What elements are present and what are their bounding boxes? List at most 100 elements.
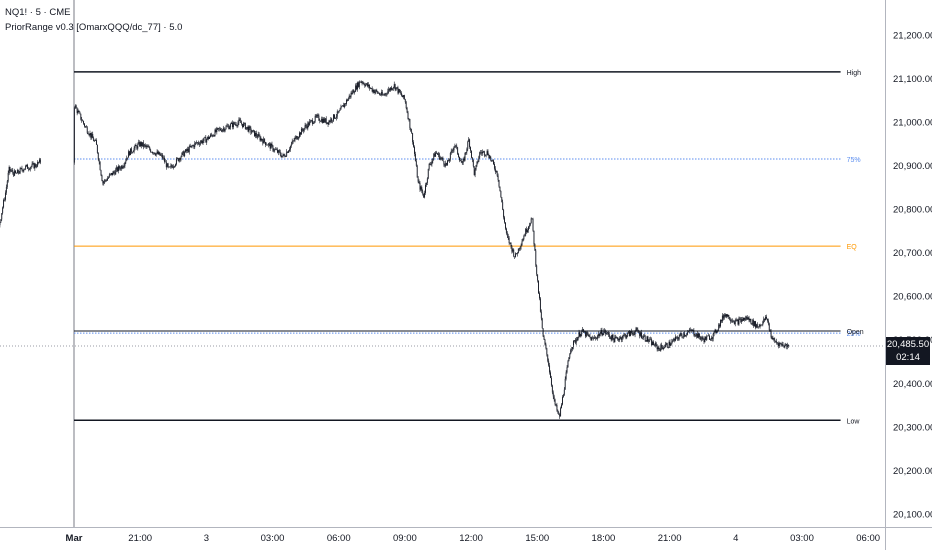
candle-body	[589, 336, 591, 338]
candle-body	[272, 145, 274, 151]
candle-body	[28, 169, 30, 170]
level-label: 75%	[847, 157, 861, 164]
time-tick-label: Mar	[66, 533, 83, 544]
candle-body	[96, 144, 98, 153]
candle-body	[186, 149, 187, 152]
candle-body	[39, 159, 41, 163]
candle-body	[381, 91, 383, 95]
candle-body	[509, 242, 511, 244]
price-axis[interactable]: 21,200.00 21,100.00 21,000.00 20,900.00 20,8…	[893, 30, 932, 520]
candle-body	[305, 125, 307, 127]
candle-body	[603, 331, 605, 335]
candle-body	[703, 339, 705, 342]
candle-body	[180, 156, 182, 160]
candle-body	[700, 338, 702, 340]
candle-body	[690, 330, 692, 332]
candle-body	[469, 139, 471, 148]
candle-body	[114, 172, 116, 175]
candle-body	[547, 354, 549, 361]
candle-body	[242, 123, 244, 128]
candle-body	[543, 336, 545, 340]
time-tick-label: 21:00	[658, 533, 682, 544]
candle-body	[38, 161, 39, 163]
time-axis[interactable]: 15:00Mar21:00303:0006:0009:0012:0015:001…	[0, 533, 881, 544]
candle-body	[298, 136, 300, 139]
level-label: EQ	[847, 244, 858, 251]
candle-body	[300, 128, 302, 135]
candle-body	[695, 335, 697, 337]
candle-body	[527, 230, 528, 233]
price-tick-label: 20,300.00	[893, 422, 932, 433]
candle-body	[207, 136, 209, 140]
candle-body	[532, 218, 534, 231]
candle-body	[343, 105, 345, 108]
candle-body	[284, 155, 286, 157]
candle-body	[17, 170, 19, 173]
candle-body	[770, 331, 772, 338]
candle-body	[100, 170, 102, 176]
candle-body	[83, 120, 85, 124]
candle-body	[686, 334, 687, 336]
candle-body	[289, 145, 291, 150]
candle-body	[342, 105, 344, 107]
candle-body	[178, 158, 180, 162]
candle-body	[411, 131, 413, 134]
symbol-title[interactable]: NQ1! · 5 · CME	[5, 7, 71, 18]
candle-body	[454, 145, 456, 147]
candle-body	[271, 143, 273, 146]
candle-body	[283, 154, 285, 156]
candle-body	[95, 140, 97, 145]
candle-body	[403, 95, 405, 100]
candle-body	[161, 154, 163, 156]
candle-body	[417, 177, 419, 182]
candle-body	[668, 341, 670, 348]
candle-body	[316, 115, 318, 117]
candle-body	[209, 136, 210, 139]
candle-body	[367, 83, 369, 87]
candle-body	[233, 122, 235, 125]
candle-body	[610, 337, 612, 340]
candle-body	[740, 318, 742, 322]
candle-body	[706, 336, 708, 340]
candle-body	[145, 145, 147, 147]
candle-body	[556, 404, 558, 411]
candle-body	[436, 152, 437, 154]
candle-body	[636, 328, 638, 330]
level-label: Open	[847, 329, 864, 336]
candle-body	[584, 331, 586, 337]
candle-body	[406, 108, 408, 113]
candle-body	[273, 150, 275, 152]
candle-body	[550, 372, 551, 378]
candle-body	[573, 340, 574, 348]
candle-body	[779, 342, 781, 344]
candle-body	[435, 152, 437, 157]
candle-body	[25, 165, 27, 169]
candle-body	[691, 329, 693, 332]
candle-body	[772, 338, 774, 340]
candle-body	[36, 166, 38, 168]
candle-body	[533, 230, 535, 245]
candle-body	[738, 318, 740, 325]
price-tick-label: 20,100.00	[893, 509, 932, 520]
candle-body	[248, 126, 250, 132]
candle-body	[727, 314, 729, 317]
candle-body	[788, 345, 790, 347]
candle-body	[165, 161, 167, 168]
candle-body	[400, 92, 402, 94]
candle-body	[295, 136, 297, 138]
candle-body	[351, 92, 353, 94]
candle-body	[704, 336, 706, 342]
indicator-title[interactable]: PriorRange v0.3 [OmarxQQQ/dc_77] · 5.0	[5, 22, 183, 33]
candle-body	[481, 152, 483, 154]
candle-body	[352, 90, 354, 94]
candle-body	[118, 166, 119, 172]
candle-body	[757, 326, 759, 328]
candle-body	[534, 244, 536, 251]
candle-body	[281, 155, 283, 158]
candle-body	[617, 337, 619, 340]
candle-body	[449, 152, 451, 160]
candle-body	[307, 122, 309, 129]
candle-body	[570, 349, 572, 355]
candle-body	[112, 171, 114, 176]
